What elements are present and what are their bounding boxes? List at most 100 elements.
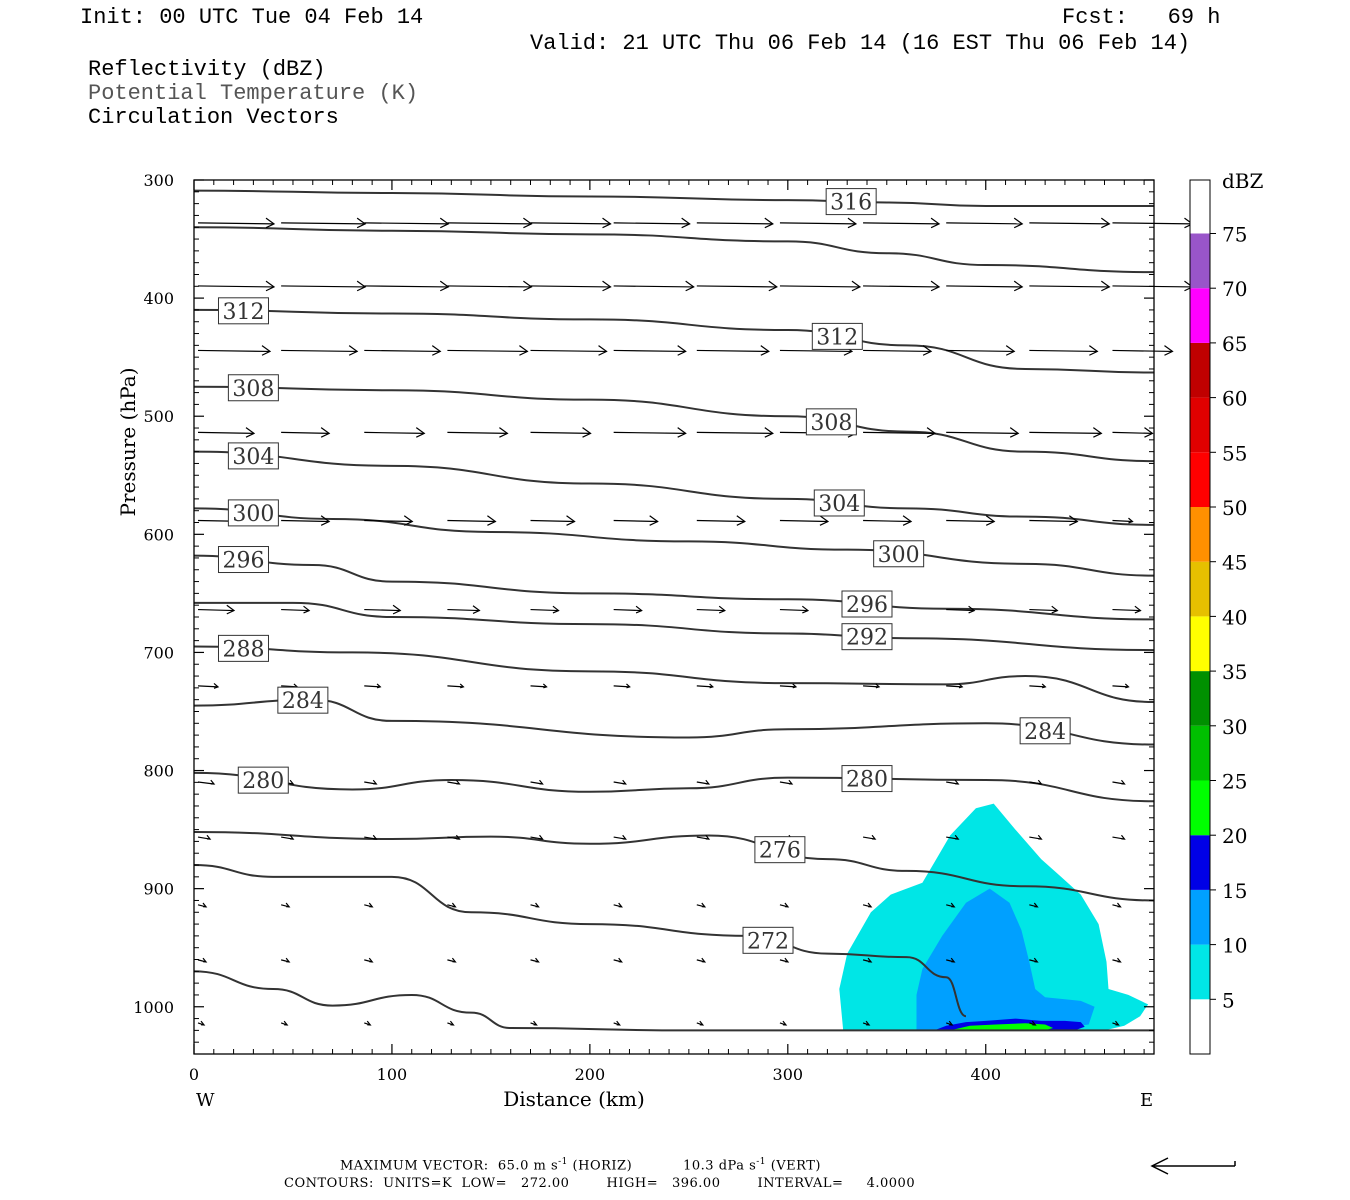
vector-layer: [197, 217, 1194, 1026]
circulation-vector: [281, 605, 311, 614]
circulation-vector: [1029, 779, 1043, 785]
circulation-vector: [197, 217, 276, 229]
circulation-vector: [779, 515, 830, 526]
y-tick-label: 900: [143, 880, 174, 899]
circulation-vector: [364, 779, 378, 785]
colorbar-swatch-35: [1190, 616, 1210, 672]
cross-section-chart: 3163123123083083043043003002962962922882…: [116, 169, 1264, 1111]
x-axis-label: Distance (km): [503, 1087, 645, 1111]
circulation-vector: [1029, 957, 1039, 963]
circulation-vector: [280, 957, 291, 963]
circulation-vector: [1112, 1020, 1120, 1026]
colorbar-label-75: 75: [1222, 223, 1247, 247]
x-tick-label: 300: [773, 1065, 804, 1084]
theta-contour-308: [193, 385, 1155, 463]
contour-label-box-308: [805, 408, 857, 436]
contour-label-box-296: [841, 590, 893, 618]
circulation-vector: [613, 345, 687, 356]
circulation-vector: [1112, 517, 1134, 524]
y-axis-label: Pressure (hPa): [116, 368, 140, 517]
colorbar-label-50: 50: [1222, 496, 1247, 520]
colorbar-label-25: 25: [1222, 770, 1247, 794]
theta-contour-layer: [193, 189, 1155, 1032]
circulation-vector: [281, 217, 367, 229]
contour-label-box-296-west: [217, 546, 269, 574]
circulation-vector: [364, 957, 374, 963]
circulation-vector: [1112, 427, 1154, 438]
circulation-vector: [946, 345, 1016, 356]
circulation-vector: [779, 902, 790, 908]
colorbar-label-20: 20: [1222, 824, 1247, 848]
circulation-vector: [946, 280, 1024, 292]
circulation-vector: [281, 345, 359, 356]
circulation-vector: [530, 957, 540, 963]
contour-label-box-284: [277, 686, 329, 714]
circulation-vector: [946, 683, 964, 689]
theta-contour-284: [193, 698, 1155, 746]
circulation-vector: [1029, 345, 1099, 356]
circulation-vector: [779, 217, 858, 229]
circulation-vector: [197, 779, 216, 785]
y-tick-label: 700: [143, 643, 174, 662]
colorbar-label-55: 55: [1222, 441, 1247, 465]
contour-label-box-272: [742, 926, 794, 954]
circulation-vector: [364, 683, 382, 689]
contour-label-box-304-west: [227, 442, 279, 470]
circulation-vector: [613, 427, 687, 438]
circulation-vector: [1112, 779, 1126, 785]
circulation-vector: [696, 683, 715, 689]
contour-label-box-312-west: [217, 297, 269, 325]
forecast-hour: Fcst: 69 h: [1062, 5, 1221, 30]
circulation-vector: [1112, 683, 1130, 689]
colorbar: 5 10 15 20 25 30 35 40 45 50 55 60 65 70 75 dBZ: [1189, 169, 1264, 1055]
colorbar-below-5: [1190, 999, 1210, 1054]
contour-label-box-308-west: [227, 374, 279, 402]
circulation-vector: [946, 217, 1024, 229]
valid-time: Valid: 21 UTC Thu 06 Feb 14 (16 EST Thu …: [530, 31, 1191, 56]
colorbar-swatch-55: [1190, 397, 1210, 453]
circulation-vector: [779, 605, 810, 614]
circulation-vector: [613, 779, 627, 785]
colorbar-frame: [1189, 179, 1211, 1055]
circulation-vector: [1029, 217, 1111, 229]
contour-label-layer: 316 312 312 308 308 304 304 300 300 296 296 292 288 2…: [217, 188, 1071, 954]
x-west-label: W: [196, 1090, 215, 1111]
theta-contour-300: [193, 507, 1155, 577]
circulation-vector: [696, 280, 778, 292]
contour-label-292: 292: [846, 626, 888, 651]
circulation-vector: [530, 427, 592, 438]
contour-label-304: 304: [818, 492, 860, 517]
circulation-vector: [1112, 902, 1122, 908]
y-tick-label: 400: [143, 289, 174, 308]
circulation-vector: [197, 427, 256, 438]
reflectivity-region-10dbz: [916, 888, 1095, 1031]
circulation-vector: [862, 957, 873, 963]
circulation-vector: [946, 605, 976, 614]
circulation-vector: [862, 834, 877, 840]
circulation-vector: [447, 683, 465, 689]
circulation-vector: [1112, 957, 1122, 963]
contour-label-box-316: [825, 188, 877, 216]
circulation-vector: [862, 902, 873, 908]
contour-label-box-276: [754, 836, 806, 864]
circulation-vector: [530, 779, 544, 785]
circulation-vector: [530, 683, 548, 689]
circulation-vector: [281, 280, 367, 292]
circulation-vector: [364, 515, 414, 526]
colorbar-swatch-70: [1190, 233, 1210, 289]
contour-label-box-284-west: [1019, 717, 1071, 745]
circulation-vector: [447, 427, 509, 438]
contour-label-box-280-west: [237, 766, 289, 794]
circulation-vector: [613, 957, 623, 963]
contour-label-box-312: [811, 322, 863, 350]
circulation-vector: [696, 957, 707, 963]
circulation-vector: [447, 902, 457, 908]
contour-label-280: 280: [846, 768, 888, 793]
y-tick-label: 800: [143, 762, 174, 781]
max-vector-label: MAXIMUM VECTOR:: [340, 1158, 489, 1174]
contour-label-284-west: 284: [1024, 720, 1066, 745]
circulation-vector: [696, 217, 774, 229]
legend-line-vectors: Circulation Vectors: [88, 105, 339, 130]
circulation-vector: [364, 345, 442, 356]
circulation-vector: [197, 834, 212, 840]
